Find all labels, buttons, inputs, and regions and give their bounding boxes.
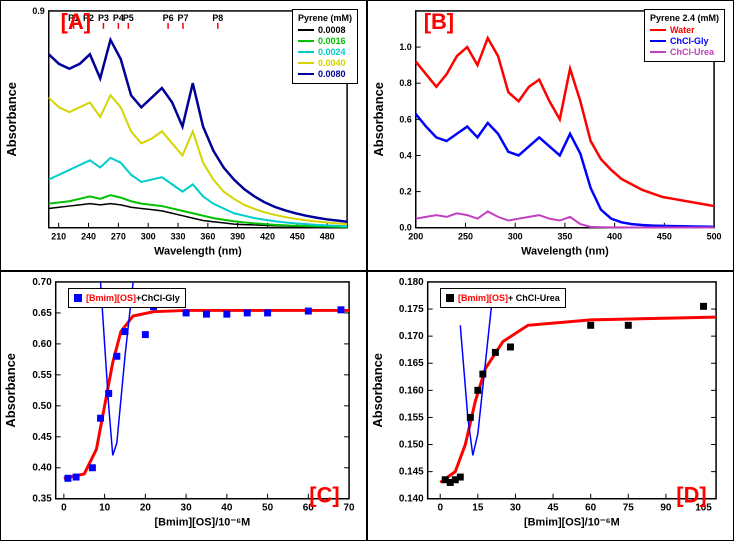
legend: Pyrene 2.4 (mM)WaterChCl-GlyChCl-Urea <box>644 9 725 62</box>
svg-text:75: 75 <box>623 502 635 513</box>
svg-text:420: 420 <box>260 232 275 242</box>
svg-text:0.35: 0.35 <box>32 493 52 504</box>
svg-text:0.8: 0.8 <box>399 78 411 88</box>
svg-text:Absorbance: Absorbance <box>371 82 386 157</box>
svg-text:P3: P3 <box>98 13 109 23</box>
svg-text:Absorbance: Absorbance <box>370 353 385 428</box>
svg-text:45: 45 <box>548 502 560 513</box>
svg-text:50: 50 <box>262 502 274 513</box>
svg-text:480: 480 <box>320 232 335 242</box>
svg-text:360: 360 <box>200 232 215 242</box>
svg-text:500: 500 <box>707 232 722 242</box>
svg-text:0.145: 0.145 <box>399 466 424 477</box>
svg-text:390: 390 <box>230 232 245 242</box>
figure-grid: 2102402703003303603904204504800.91.01.11… <box>0 0 734 541</box>
svg-text:300: 300 <box>141 232 156 242</box>
svg-text:330: 330 <box>171 232 186 242</box>
svg-text:[D]: [D] <box>676 482 706 507</box>
svg-text:[Bmim][OS]/10⁻⁶M: [Bmim][OS]/10⁻⁶M <box>155 516 251 528</box>
svg-text:Wavelength (nm): Wavelength (nm) <box>521 246 609 258</box>
svg-text:0.40: 0.40 <box>32 462 52 473</box>
svg-text:0.70: 0.70 <box>32 276 52 287</box>
svg-text:0.175: 0.175 <box>399 304 424 315</box>
svg-text:P5: P5 <box>123 13 134 23</box>
svg-text:[B]: [B] <box>424 9 454 34</box>
svg-text:0.9: 0.9 <box>32 6 44 16</box>
svg-text:270: 270 <box>111 232 126 242</box>
svg-text:210: 210 <box>51 232 66 242</box>
svg-text:0.60: 0.60 <box>32 338 52 349</box>
svg-text:0.55: 0.55 <box>32 369 52 380</box>
svg-text:400: 400 <box>607 232 622 242</box>
svg-text:0: 0 <box>61 502 67 513</box>
svg-text:0.150: 0.150 <box>399 439 424 450</box>
svg-text:450: 450 <box>657 232 672 242</box>
svg-text:Absorbance: Absorbance <box>4 82 19 157</box>
svg-text:0.155: 0.155 <box>399 412 424 423</box>
panel-a: 2102402703003303603904204504800.91.01.11… <box>0 0 367 271</box>
svg-text:[A]: [A] <box>61 9 91 34</box>
svg-text:P7: P7 <box>178 13 189 23</box>
svg-text:90: 90 <box>660 502 672 513</box>
legend: [Bmim][OS]+ChCl-Gly <box>68 288 186 308</box>
svg-text:0: 0 <box>437 502 443 513</box>
svg-text:0.170: 0.170 <box>399 331 424 342</box>
svg-text:[Bmim][OS]/10⁻⁶M: [Bmim][OS]/10⁻⁶M <box>524 516 620 528</box>
svg-text:Wavelength (nm): Wavelength (nm) <box>154 246 242 258</box>
legend: [Bmim][OS]+ ChCl-Urea <box>440 288 566 308</box>
svg-text:Absorbance: Absorbance <box>3 353 18 428</box>
svg-text:70: 70 <box>344 502 356 513</box>
panel-d: 01530456075901050.1400.1450.1500.1550.16… <box>367 271 734 541</box>
svg-text:0.2: 0.2 <box>399 187 411 197</box>
svg-text:[C]: [C] <box>309 482 339 507</box>
panel-b: 200 250 300 350 400 450 500 0.0 0.2 0.4 0.6 0.8 1.0 A… <box>367 0 734 271</box>
svg-text:1.0: 1.0 <box>399 42 411 52</box>
svg-text:0.180: 0.180 <box>399 276 424 287</box>
svg-text:0.140: 0.140 <box>399 493 424 504</box>
svg-text:0.50: 0.50 <box>32 400 52 411</box>
svg-text:10: 10 <box>99 502 111 513</box>
svg-text:P8: P8 <box>212 13 223 23</box>
svg-text:0.165: 0.165 <box>399 358 424 369</box>
svg-text:240: 240 <box>81 232 96 242</box>
svg-text:450: 450 <box>290 232 305 242</box>
svg-text:0.0: 0.0 <box>399 223 411 233</box>
svg-text:0.6: 0.6 <box>399 114 411 124</box>
svg-text:0.4: 0.4 <box>399 150 411 160</box>
svg-text:350: 350 <box>557 232 572 242</box>
svg-text:15: 15 <box>472 502 484 513</box>
legend: Pyrene (mM)0.00080.00160.00240.00400.008… <box>292 9 358 84</box>
svg-text:30: 30 <box>510 502 522 513</box>
panel-c: 0102030405060700.350.400.450.500.550.600… <box>0 271 367 541</box>
svg-text:0.160: 0.160 <box>399 385 424 396</box>
svg-text:200: 200 <box>408 232 423 242</box>
svg-text:60: 60 <box>585 502 597 513</box>
svg-text:40: 40 <box>221 502 233 513</box>
svg-text:30: 30 <box>181 502 193 513</box>
svg-text:0.65: 0.65 <box>32 307 52 318</box>
svg-text:P6: P6 <box>163 13 174 23</box>
svg-text:250: 250 <box>458 232 473 242</box>
svg-text:20: 20 <box>140 502 152 513</box>
svg-text:300: 300 <box>508 232 523 242</box>
svg-text:0.45: 0.45 <box>32 431 52 442</box>
